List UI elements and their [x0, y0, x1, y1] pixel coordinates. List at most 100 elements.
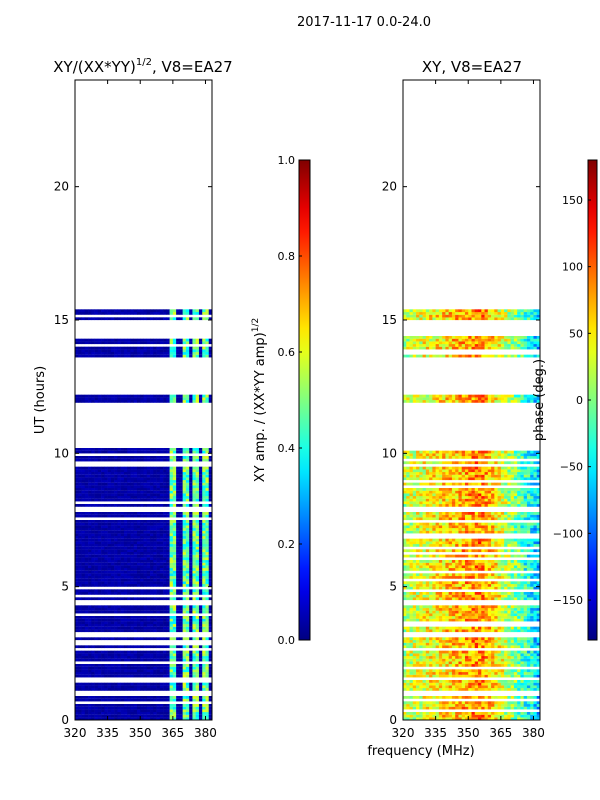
heatmap-cell	[91, 448, 95, 451]
heatmap-cell	[136, 714, 141, 718]
heatmap-cell	[192, 637, 196, 641]
amplitude-panel-title: XY/(XX*YY)1/2, V8=EA27	[53, 57, 232, 76]
heatmap-cell	[409, 645, 414, 649]
heatmap-cell	[182, 352, 187, 355]
heatmap-cell	[88, 685, 92, 689]
heatmap-cell	[140, 645, 144, 649]
heatmap-cell	[91, 650, 95, 654]
heatmap-cell	[451, 680, 456, 683]
heatmap-cell	[507, 656, 511, 659]
heatmap-cell	[123, 573, 128, 577]
heatmap-cell	[185, 576, 190, 579]
heatmap-cell	[510, 717, 515, 721]
heatmap-cell	[123, 581, 128, 585]
heatmap-cell	[403, 650, 407, 654]
heatmap-cell	[484, 645, 489, 649]
heatmap-cell	[208, 354, 213, 358]
heatmap-cell	[205, 490, 210, 494]
heatmap-cell	[101, 512, 105, 515]
heatmap-cell	[159, 709, 164, 713]
heatmap-cell	[520, 661, 524, 665]
heatmap-cell	[130, 448, 135, 451]
heatmap-cell	[176, 696, 180, 699]
heatmap-cell	[110, 560, 115, 563]
heatmap-cell	[172, 685, 177, 689]
heatmap-cell	[504, 688, 508, 691]
heatmap-cell	[153, 456, 157, 459]
heatmap-cell	[195, 312, 200, 315]
heatmap-cell	[146, 698, 151, 702]
heatmap-cell	[166, 493, 170, 497]
heatmap-cell	[406, 626, 410, 630]
heatmap-cell	[84, 592, 89, 595]
heatmap-cell	[189, 496, 193, 499]
heatmap-cell	[163, 674, 167, 678]
heatmap-cell	[107, 669, 112, 673]
heatmap-cell	[78, 717, 82, 721]
heatmap-cell	[150, 496, 154, 499]
heatmap-cell	[140, 682, 144, 686]
heatmap-cell	[120, 544, 125, 547]
heatmap-cell	[156, 581, 161, 585]
heatmap-cell	[185, 584, 190, 587]
heatmap-cell	[159, 717, 164, 721]
heatmap-cell	[150, 346, 154, 350]
heatmap-cell	[409, 682, 414, 686]
heatmap-cell	[136, 400, 141, 403]
heatmap-cell	[182, 504, 187, 507]
heatmap-cell	[101, 669, 105, 673]
heatmap-cell	[464, 637, 469, 641]
heatmap-cell	[176, 669, 180, 673]
heatmap-cell	[198, 533, 203, 537]
heatmap-cell	[403, 626, 407, 630]
heatmap-cell	[185, 469, 190, 473]
heatmap-cell	[153, 349, 157, 353]
heatmap-cell	[140, 560, 144, 563]
heatmap-cell	[150, 704, 154, 707]
heatmap-cell	[75, 688, 79, 691]
heatmap-cell	[166, 525, 170, 529]
heatmap-cell	[123, 312, 128, 315]
heatmap-cell	[94, 658, 99, 662]
heatmap-cell	[451, 661, 456, 665]
heatmap-cell	[526, 661, 531, 665]
heatmap-cell	[182, 312, 187, 315]
heatmap-cell	[114, 477, 118, 481]
heatmap-cell	[520, 688, 524, 691]
heatmap-cell	[189, 565, 193, 569]
heatmap-cell	[156, 528, 161, 531]
heatmap-cell	[156, 458, 161, 462]
heatmap-cell	[117, 541, 121, 545]
heatmap-cell	[179, 637, 183, 641]
heatmap-cell	[189, 309, 193, 313]
heatmap-cell	[189, 704, 193, 707]
heatmap-cell	[510, 640, 515, 643]
heatmap-cell	[153, 472, 157, 475]
heatmap-cell	[159, 448, 164, 451]
heatmap-cell	[91, 688, 95, 691]
heatmap-cell	[150, 570, 154, 574]
heatmap-cell	[448, 653, 453, 657]
heatmap-cell	[91, 597, 95, 601]
heatmap-cell	[143, 666, 148, 670]
heatmap-cell	[481, 680, 485, 683]
heatmap-cell	[169, 581, 174, 585]
heatmap-cell	[412, 712, 417, 715]
heatmap-cell	[182, 621, 187, 625]
heatmap-cell	[156, 658, 161, 662]
heatmap-cell	[110, 536, 115, 539]
heatmap-cell	[179, 578, 183, 582]
heatmap-cell	[75, 573, 79, 577]
heatmap-cell	[156, 653, 161, 657]
heatmap-cell	[107, 512, 112, 515]
heatmap-cell	[101, 533, 105, 537]
heatmap-cell	[110, 338, 115, 342]
heatmap-cell	[123, 482, 128, 486]
heatmap-cell	[107, 488, 112, 491]
heatmap-cell	[153, 528, 157, 531]
heatmap-cell	[202, 573, 206, 577]
heatmap-cell	[192, 653, 196, 657]
heatmap-cell	[185, 538, 190, 542]
heatmap-cell	[114, 584, 118, 587]
heatmap-cell	[166, 448, 170, 451]
